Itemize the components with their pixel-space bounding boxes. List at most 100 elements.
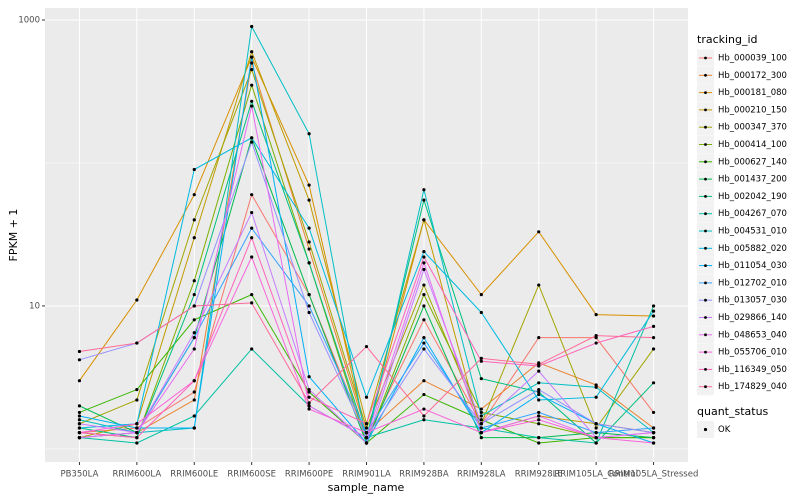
data-point xyxy=(192,318,196,322)
data-point xyxy=(651,304,656,308)
data-point xyxy=(307,226,311,230)
legend-label: Hb_000414_100 xyxy=(718,140,787,150)
data-point xyxy=(77,418,82,422)
data-point xyxy=(250,301,254,305)
data-point xyxy=(307,240,311,244)
data-point xyxy=(307,132,311,136)
data-point xyxy=(479,426,483,430)
data-point xyxy=(594,426,598,430)
x-axis-title: sample_name xyxy=(328,481,405,494)
legend-label: Hb_002042_190 xyxy=(718,192,787,202)
data-point xyxy=(479,377,483,381)
data-point xyxy=(135,387,139,392)
data-point xyxy=(422,267,426,272)
data-point xyxy=(77,426,82,430)
legend-key-point xyxy=(703,427,708,432)
data-point xyxy=(537,392,541,397)
data-point xyxy=(479,414,483,418)
data-point xyxy=(479,359,483,363)
data-point xyxy=(250,61,254,65)
legend-key-point xyxy=(704,125,707,129)
legend-label: Hb_012702_010 xyxy=(718,278,787,288)
legend-label: Hb_011054_030 xyxy=(718,261,787,271)
data-point xyxy=(250,210,254,215)
data-point xyxy=(307,261,311,265)
data-point xyxy=(250,55,254,59)
data-point xyxy=(192,379,196,383)
data-point xyxy=(307,247,311,251)
data-point xyxy=(422,347,426,351)
data-point xyxy=(250,226,254,230)
data-point xyxy=(422,341,426,345)
data-point xyxy=(422,379,426,383)
data-point xyxy=(537,336,541,340)
data-point xyxy=(651,410,656,415)
data-point xyxy=(77,379,82,383)
data-point xyxy=(192,167,196,172)
legend-key-point xyxy=(704,143,707,146)
data-point xyxy=(422,261,426,265)
data-point xyxy=(651,431,656,435)
data-point xyxy=(250,67,254,72)
data-point xyxy=(422,188,426,192)
point-legend-title: quant_status xyxy=(697,405,769,418)
data-point xyxy=(537,398,541,402)
legend-label: Hb_000039_100 xyxy=(718,54,787,64)
data-point xyxy=(651,309,656,313)
data-point xyxy=(364,435,369,440)
data-point xyxy=(192,398,196,402)
data-point xyxy=(422,392,426,397)
data-point xyxy=(77,404,82,408)
data-point xyxy=(192,390,196,394)
data-point xyxy=(250,255,254,259)
legend-key-point xyxy=(704,281,707,285)
legend-label: Hb_055706_010 xyxy=(718,348,787,358)
data-point xyxy=(192,304,196,308)
data-point xyxy=(250,236,254,240)
data-point xyxy=(364,344,369,349)
data-point xyxy=(307,183,311,187)
data-point xyxy=(192,218,196,222)
legend-label: Hb_004267_070 xyxy=(718,209,787,219)
data-point xyxy=(594,385,598,389)
data-point xyxy=(651,347,656,351)
data-point xyxy=(307,310,311,315)
x-tick-label: RRIM105LA_Stressed xyxy=(609,470,699,480)
data-point xyxy=(250,83,254,87)
legend-label: Hb_004531_010 xyxy=(718,227,787,237)
data-point xyxy=(651,441,656,445)
data-point xyxy=(192,193,196,197)
y-tick-label: 1000 xyxy=(18,15,40,25)
legend-key-point xyxy=(704,212,707,216)
data-point xyxy=(537,387,541,392)
data-point xyxy=(479,431,483,435)
x-tick-label: RRIM600SE xyxy=(227,470,276,480)
data-point xyxy=(537,418,541,422)
data-point xyxy=(192,414,196,418)
data-point xyxy=(479,418,483,422)
data-point xyxy=(651,381,656,385)
x-tick-label: RRIM600PE xyxy=(285,470,333,480)
data-point xyxy=(479,293,483,297)
legend-key-point xyxy=(704,385,707,389)
data-point xyxy=(364,441,369,445)
data-point xyxy=(250,193,254,197)
data-point xyxy=(77,349,82,354)
data-point xyxy=(651,314,656,318)
legend-label: Hb_000347_370 xyxy=(718,123,787,133)
x-tick-label: RRIM600LA xyxy=(113,470,162,480)
legend-key-point xyxy=(704,368,707,371)
data-point xyxy=(307,390,311,394)
data-point xyxy=(250,24,254,29)
data-point xyxy=(307,375,311,379)
data-point xyxy=(537,410,541,415)
data-point xyxy=(594,441,598,445)
y-tick-label: 10 xyxy=(29,301,40,311)
data-point xyxy=(537,362,541,367)
data-point xyxy=(479,410,483,415)
x-tick-label: RRIM600LE xyxy=(170,470,218,480)
data-point xyxy=(479,407,483,411)
data-point xyxy=(135,398,139,402)
data-point xyxy=(479,435,483,440)
